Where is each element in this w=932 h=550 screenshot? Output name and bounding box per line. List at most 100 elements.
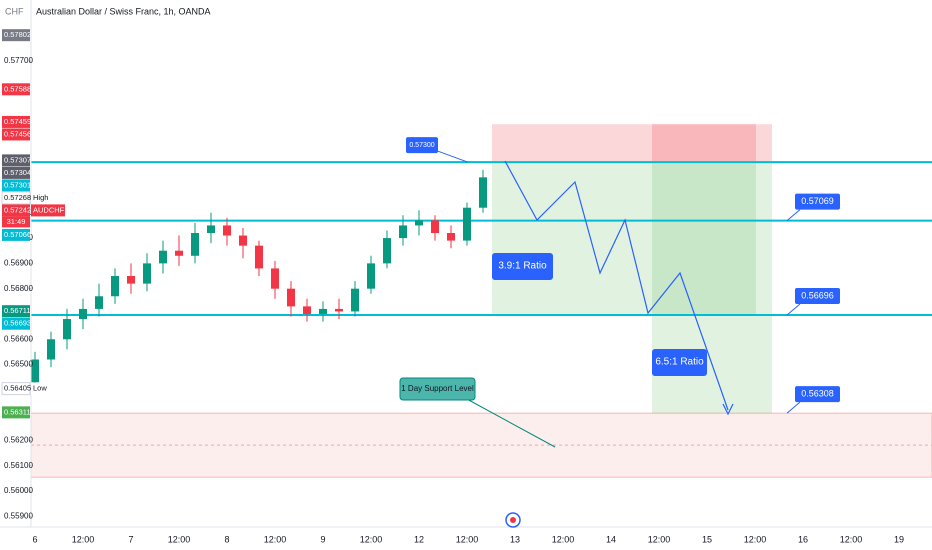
price-badge (2, 29, 30, 42)
candle-body (79, 308, 87, 320)
price-badge (2, 305, 30, 318)
drawings (30, 124, 932, 478)
callout-box (406, 137, 438, 154)
y-tick-label: 0.56100 (4, 461, 33, 470)
candle-body (239, 235, 247, 246)
price-badge (2, 228, 30, 241)
x-tick-label: 12:00 (456, 534, 479, 544)
x-tick-label: 7 (128, 534, 133, 544)
candle-body (447, 233, 455, 241)
price-badge-label: 0.56311 (4, 407, 31, 416)
y-tick-label: 0.56900 (4, 258, 33, 267)
x-tick-label: 12:00 (72, 534, 95, 544)
price-badge-label: 0.57268 (4, 193, 31, 202)
target-box (492, 162, 756, 315)
price-badge (2, 179, 30, 192)
price-badge (2, 166, 30, 179)
price-badge-label: 0.57802 (4, 30, 31, 39)
candle-body (431, 220, 439, 234)
ratio-box (492, 253, 553, 280)
candle-body (31, 359, 39, 383)
x-tick-label: 12:00 (744, 534, 767, 544)
ratio-label: 3.9:1 Ratio (498, 261, 547, 272)
support-box (399, 377, 476, 401)
y-tick-label: 0.57700 (4, 56, 33, 65)
y-tick-label: 0.56000 (4, 486, 33, 495)
x-tick-label: 12:00 (360, 534, 383, 544)
candle-body (63, 319, 71, 340)
badge-timer-label: 31:49 (7, 217, 26, 226)
support-tail (464, 397, 556, 448)
x-tick-label: 12:00 (264, 534, 287, 544)
price-badge-label: 0.57301 (4, 180, 31, 189)
y-tick-label: 0.56800 (4, 284, 33, 293)
y-tick-label: 0.56500 (4, 360, 33, 369)
price-badge-label: 0.57242 (4, 205, 31, 214)
badge-timer (2, 216, 30, 228)
candle-body (399, 225, 407, 239)
candle-body (207, 225, 215, 234)
candle-body (175, 250, 183, 256)
candle-body (287, 288, 295, 307)
y-tick-label: 0.56600 (4, 334, 33, 343)
candle-body (335, 308, 343, 312)
callout-tail (437, 150, 469, 163)
overlay: 3.9:1 Ratio 6.5:1 Ratio 0.57300 0.57069 0.56… (399, 137, 840, 448)
callout-tail (786, 209, 801, 221)
candle-body (143, 263, 151, 284)
x-tick-label: 12:00 (168, 534, 191, 544)
candle-body (127, 276, 135, 284)
candle-body (111, 276, 119, 297)
callout-label: 0.57300 (409, 142, 434, 149)
callout-tail (786, 303, 801, 316)
chart-title: Australian Dollar / Swiss Franc, 1h, OAN… (36, 6, 211, 16)
callout-box (795, 287, 840, 304)
price-badge-label: 0.57459 (4, 117, 31, 126)
price-badge (2, 406, 30, 419)
candle-body (47, 339, 55, 360)
currency: CHF (5, 6, 24, 16)
y-tick-label: 0.56200 (4, 436, 33, 445)
price-badge (2, 317, 30, 330)
price-badge-label: 0.57307 (4, 155, 31, 164)
price-badge (1, 382, 31, 396)
price-badge (2, 204, 30, 217)
candle-body (191, 233, 199, 256)
price-badge-label: 0.57588 (4, 84, 31, 93)
ratio-box (652, 349, 707, 376)
callout-label: 0.56696 (801, 290, 834, 300)
badge-tag-label: AUDCHF (33, 205, 65, 214)
candle-body (303, 306, 311, 314)
badge-tag (31, 382, 50, 395)
logo-dot (510, 517, 516, 523)
candle-body (351, 288, 359, 312)
candle-body (367, 263, 375, 289)
x-tick-label: 8 (224, 534, 229, 544)
support-label: 1 Day Support Level (401, 384, 474, 393)
callout-label: 0.56308 (801, 389, 834, 399)
price-badge-label: 0.56693 (4, 319, 31, 328)
x-tick-label: 13 (510, 534, 520, 544)
callout-box (795, 386, 840, 403)
badge-tag (31, 204, 65, 217)
price-badge (2, 128, 30, 141)
price-badge-label: 0.57304 (4, 168, 31, 177)
price-badge (2, 154, 30, 167)
projection-path (504, 160, 729, 411)
candle-body (479, 177, 487, 208)
stop-box (652, 124, 772, 163)
x-tick-label: 12:00 (552, 534, 575, 544)
x-tick-label: 14 (606, 534, 616, 544)
candle-body (319, 308, 327, 314)
x-tick-label: 19 (894, 534, 904, 544)
price-badge-label: 0.57066 (4, 230, 31, 239)
price-badge-label: 0.56711 (4, 306, 31, 315)
x-tick-label: 12 (414, 534, 424, 544)
y-tick-label: 0.55900 (4, 511, 33, 520)
candle-body (255, 245, 263, 269)
price-badge-label: 0.56405 (4, 384, 31, 393)
price-badge (2, 83, 30, 96)
x-tick-label: 16 (798, 534, 808, 544)
x-tick-label: 9 (320, 534, 325, 544)
